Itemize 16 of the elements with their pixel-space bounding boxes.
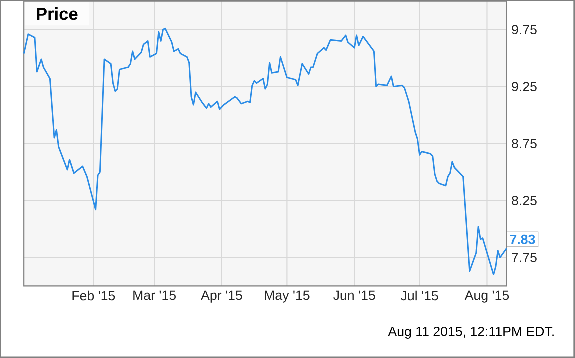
x-tick-label: Mar '15	[134, 290, 176, 300]
x-tick-label: Jul '15	[400, 290, 438, 301]
line-series	[23, 28, 508, 276]
y-tick-label: 7.75	[512, 252, 537, 262]
y-tick-label: 8.75	[512, 138, 537, 148]
x-tick-label: Apr '15	[201, 290, 242, 303]
x-tick-label: Aug '15	[464, 290, 510, 303]
y-tick-label: 9.75	[512, 25, 537, 34]
text: Aug 11 2015, 12:11PM EDT.	[388, 326, 554, 339]
x-tick-label: May '15	[265, 290, 310, 303]
y-tick-label: 8.25	[512, 196, 537, 206]
chart-title: Price	[37, 7, 78, 20]
x-tick-label: Jun '15	[334, 290, 376, 300]
x-tick-label: Feb '15	[72, 290, 116, 301]
y-tick-label: 9.25	[512, 82, 537, 92]
annotation: 7.83	[510, 234, 536, 244]
